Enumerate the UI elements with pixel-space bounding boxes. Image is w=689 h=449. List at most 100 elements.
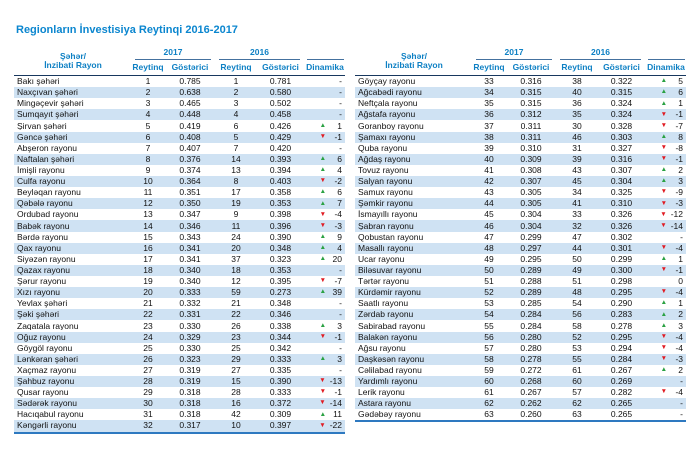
indicator-2017: 0.343 — [179, 232, 201, 242]
table-header: Şəhər/ İnzibati Rayon 2017 2016 Reytinq … — [355, 46, 686, 75]
down-arrow-icon: ▼ — [319, 388, 326, 396]
region-name: Kürdəmir rayonu — [358, 288, 421, 298]
region-name: Siyəzən rayonu — [17, 254, 76, 264]
rating-2016: 31 — [572, 143, 582, 153]
rating-2016: 48 — [572, 288, 582, 298]
down-arrow-icon: ▼ — [660, 110, 667, 118]
indicator-2016: 0.267 — [610, 365, 633, 375]
dynamics-cell: ▼ -7 — [646, 122, 686, 131]
table-row: Abşeron rayonu 7 0.407 7 0.420 - — [14, 143, 345, 154]
rating-2016: 15 — [231, 377, 241, 386]
dynamics-cell: ▲ 2 — [646, 310, 686, 319]
column-header-gostarici-2016: Göstərici — [603, 62, 640, 72]
indicator-2016: 0.323 — [269, 254, 292, 264]
indicator-2017: 0.315 — [520, 99, 542, 109]
indicator-2016: 0.333 — [269, 388, 292, 398]
dynamics-cell: ▼ -4 — [305, 210, 345, 219]
table-body: Göyçay rayonu 33 0.316 38 0.322 ▲ 5 Ağcabədi ra… — [355, 75, 686, 423]
table-row: Kürdəmir rayonu 52 0.289 48 0.295 ▼ -4 — [355, 287, 686, 299]
column-header-region-line1: Şəhər/ — [60, 50, 86, 61]
table-row: Ağsu rayonu 57 0.280 53 0.294 ▼ -4 — [355, 343, 686, 354]
region-name: Bakı şəhəri — [17, 77, 60, 87]
region-name: Sabirabad rayonu — [358, 321, 426, 331]
indicator-2016: 0.358 — [269, 188, 292, 198]
rating-2017: 32 — [143, 421, 153, 431]
table-row: Ağcabədi rayonu 34 0.315 40 0.315 ▲ 6 — [355, 87, 686, 99]
indicator-2017: 0.311 — [520, 121, 542, 131]
indicator-2016: 0.346 — [269, 310, 292, 320]
dynamics-value: 4 — [337, 165, 342, 175]
dynamics-value: - — [680, 377, 683, 386]
table-row: Şahbuz rayonu 28 0.319 15 0.390 ▼ -13 — [14, 375, 345, 388]
dynamics-value: -14 — [329, 399, 342, 409]
indicator-2016: 0.282 — [610, 388, 633, 398]
dynamics-value: - — [339, 143, 342, 153]
region-name: Qəbələ rayonu — [17, 199, 73, 209]
indicator-2017: 0.351 — [179, 188, 201, 198]
rating-2017: 44 — [484, 199, 494, 209]
table-row: Xızı rayonu 20 0.333 59 0.273 ▲ 39 — [14, 287, 345, 299]
dynamics-cell: ▼ -13 — [305, 377, 345, 386]
dynamics-value: -9 — [675, 188, 683, 198]
table-row: Astara rayonu 62 0.262 62 0.265 - — [355, 398, 686, 410]
indicator-2016: 0.325 — [610, 188, 633, 198]
table-row: İsmayıllı rayonu 45 0.304 33 0.326 ▼ -12 — [355, 209, 686, 220]
rating-2016: 38 — [572, 77, 582, 87]
rating-2017: 49 — [484, 254, 494, 264]
dynamics-value: - — [339, 265, 342, 275]
dynamics-cell: - — [305, 344, 345, 353]
dinamika-header-rule — [307, 46, 344, 60]
dynamics-cell: 0 — [646, 277, 686, 286]
column-header-dinamika: Dinamika — [306, 62, 344, 72]
rating-2017: 38 — [484, 132, 494, 142]
indicator-2016: 0.426 — [269, 121, 292, 131]
region-name: Cəlilabad rayonu — [358, 365, 422, 375]
rating-2017: 54 — [484, 310, 494, 320]
dynamics-value: 6 — [337, 188, 342, 198]
rating-2016: 27 — [231, 365, 241, 375]
indicator-2017: 0.280 — [520, 343, 542, 353]
dynamics-cell: ▼ -1 — [305, 333, 345, 342]
rating-2016: 12 — [231, 277, 241, 286]
dynamics-cell: ▼ -1 — [305, 388, 345, 397]
page-title: Regionların İnvestisiya Reytinqi 2016-20… — [16, 24, 238, 36]
rating-2016: 30 — [572, 121, 582, 131]
dynamics-value: - — [680, 410, 683, 420]
rating-2017: 9 — [145, 165, 151, 175]
dynamics-cell: - — [305, 299, 345, 308]
dynamics-cell: ▼ -3 — [646, 355, 686, 364]
rating-2016: 2 — [233, 88, 239, 98]
table-row: Mingəçevir şəhəri 3 0.465 3 0.502 - — [14, 98, 345, 109]
rating-2016: 11 — [231, 221, 241, 231]
region-name: Oğuz rayonu — [17, 332, 66, 342]
indicator-2016: 0.294 — [610, 343, 633, 353]
table-row: Lənkəran şəhəri 26 0.323 29 0.333 ▲ 3 — [14, 353, 345, 365]
rating-2017: 24 — [143, 332, 153, 342]
rating-2017: 23 — [143, 321, 153, 331]
indicator-2017: 0.309 — [520, 154, 542, 164]
rating-2017: 25 — [143, 343, 153, 353]
up-arrow-icon: ▲ — [660, 255, 667, 263]
indicator-2016: 0.397 — [269, 421, 292, 431]
table-row: Zaqatala rayonu 23 0.330 26 0.338 ▲ 3 — [14, 320, 345, 331]
indicator-2017: 0.350 — [179, 199, 201, 209]
table-row: Tovuz rayonu 41 0.308 43 0.307 ▲ 2 — [355, 165, 686, 176]
dynamics-cell: ▲ 11 — [305, 410, 345, 419]
indicator-2017: 0.278 — [520, 354, 542, 364]
indicator-2016: 0.342 — [269, 343, 292, 353]
indicator-2017: 0.465 — [179, 99, 201, 109]
indicator-2016: 0.295 — [610, 332, 633, 342]
region-name: Babək rayonu — [17, 221, 70, 231]
up-arrow-icon: ▲ — [660, 310, 667, 318]
region-name: Şərur rayonu — [17, 277, 67, 286]
down-arrow-icon: ▼ — [660, 332, 667, 340]
indicator-2016: 0.265 — [610, 410, 633, 420]
dynamics-value: -1 — [334, 132, 342, 142]
region-name: Quba rayonu — [358, 143, 408, 153]
dynamics-cell: ▼ -4 — [646, 288, 686, 297]
down-arrow-icon: ▼ — [319, 332, 326, 340]
region-name: Neftçala rayonu — [358, 99, 418, 109]
region-name: İsmayıllı rayonu — [358, 210, 418, 220]
rating-2017: 53 — [484, 299, 494, 309]
indicator-2017: 0.267 — [520, 388, 542, 398]
